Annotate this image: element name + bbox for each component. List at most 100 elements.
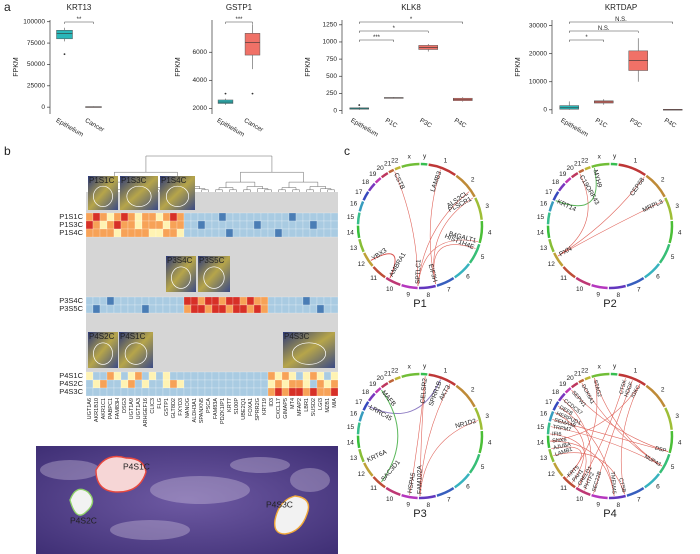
- heatmap-cell: [274, 212, 283, 222]
- gene-label: SPTLC1: [415, 259, 423, 284]
- chromosome-label: 11: [560, 485, 567, 492]
- heatmap-cell: [99, 220, 108, 230]
- heatmap-cell: [225, 387, 234, 397]
- heatmap-cell: [225, 212, 234, 222]
- chromosome-arc: [385, 486, 401, 496]
- heatmap-cell: [246, 220, 255, 230]
- heatmap-cell: [281, 387, 290, 397]
- heatmap-cell: [316, 387, 325, 397]
- heatmap-cell: [225, 296, 234, 306]
- column-label: MZB1: [325, 398, 331, 413]
- heatmap-cell: [155, 371, 164, 381]
- region-outline: [165, 185, 190, 207]
- chromosome-arc: [401, 494, 418, 500]
- y-tick-label: 6000: [193, 49, 208, 56]
- heatmap-cell: [253, 212, 262, 222]
- link: [381, 389, 399, 483]
- heatmap-cell: [253, 387, 262, 397]
- chromosome-label: y: [423, 363, 427, 370]
- heatmap-cell: [246, 228, 255, 238]
- heatmap-cell: [204, 296, 213, 306]
- heatmap-cell: [274, 387, 283, 397]
- significance-label: N.S.: [615, 17, 627, 23]
- heatmap-cell: [169, 387, 178, 397]
- chromosome-arc: [591, 162, 610, 168]
- chromosome-arc: [643, 473, 661, 489]
- plot-title: P1: [413, 298, 426, 310]
- heatmap-cell: [113, 228, 122, 238]
- chromosome-label: 3: [675, 203, 679, 210]
- chromosome-label: 2: [661, 177, 665, 184]
- significance-label: *: [585, 35, 588, 41]
- heatmap-cell: [106, 371, 115, 381]
- chromosome-arc: [380, 171, 389, 179]
- heatmap-cell: [155, 387, 164, 397]
- chromosome-arc: [626, 487, 645, 497]
- link: [594, 377, 663, 467]
- heatmap-cell: [148, 387, 157, 397]
- heatmap-cell: [239, 220, 248, 230]
- chromosome-arc: [374, 387, 382, 394]
- row-label: P4S3C: [59, 387, 83, 396]
- box: [244, 33, 261, 56]
- column-label: MFAP2: [297, 398, 303, 416]
- chromosome-label: 6: [656, 274, 660, 281]
- heatmap-cell: [134, 387, 143, 397]
- chromosome-label: 22: [391, 157, 399, 164]
- heatmap-cell: [323, 212, 332, 222]
- heatmap-cell: [274, 228, 283, 238]
- chromosome-arc: [557, 392, 566, 402]
- chromosome-label: 1: [444, 368, 448, 375]
- heatmap-cell: [204, 220, 213, 230]
- heatmap-cell: [246, 387, 255, 397]
- chromosome-arc: [394, 165, 401, 171]
- heatmap-cell: [330, 220, 339, 230]
- heatmap-cell: [176, 212, 185, 222]
- heatmap-cell: [190, 212, 199, 222]
- heatmap-cell: [225, 371, 234, 381]
- row-label: P4S2C: [59, 379, 83, 388]
- heatmap-cell: [218, 212, 227, 222]
- heatmap-cell: [211, 212, 220, 222]
- heatmap-cell: [274, 371, 283, 381]
- heatmap-cell: [169, 220, 178, 230]
- heatmap-cell: [141, 387, 150, 397]
- dendrogram: [229, 189, 237, 192]
- link: [620, 383, 641, 495]
- heatmap-cell: [113, 212, 122, 222]
- heatmap-cell: [134, 296, 143, 306]
- heatmap-cell: [253, 228, 262, 238]
- region-outline: [69, 488, 94, 516]
- chromosome-arc: [401, 284, 418, 290]
- heatmap-cell: [190, 228, 199, 238]
- heatmap-cell: [302, 371, 311, 381]
- significance-bracket: [569, 30, 639, 33]
- chromosome-label: 17: [355, 189, 363, 196]
- heatmap-cell: [197, 304, 206, 314]
- image-label: P1S4C: [161, 176, 187, 185]
- y-tick-label: 0: [543, 107, 547, 114]
- heatmap-cell: [141, 228, 150, 238]
- region-label: P4S3C: [266, 499, 293, 509]
- heatmap-cell: [113, 371, 122, 381]
- column-label: SUSD2: [311, 398, 317, 416]
- chromosome-label: 12: [548, 261, 556, 268]
- heatmap-cell: [204, 371, 213, 381]
- link: [557, 405, 615, 496]
- chromosome-label: 16: [540, 411, 548, 418]
- heatmap-cell: [85, 371, 94, 381]
- chromosome-arc: [668, 430, 674, 454]
- region-outline: [95, 455, 147, 493]
- heatmap-cell: [330, 387, 339, 397]
- heatmap-cell: [92, 228, 101, 238]
- heatmap-cell: [92, 220, 101, 230]
- heatmap-cell: [288, 296, 297, 306]
- heatmap-cell: [190, 387, 199, 397]
- heatmap-cell: [302, 220, 311, 230]
- region-label: P4S2C: [70, 515, 97, 525]
- heatmap-cell: [148, 212, 157, 222]
- outlier: [63, 53, 66, 56]
- heatmap-cell: [281, 371, 290, 381]
- chromosome-arc: [363, 462, 374, 477]
- heatmap-cell: [211, 220, 220, 230]
